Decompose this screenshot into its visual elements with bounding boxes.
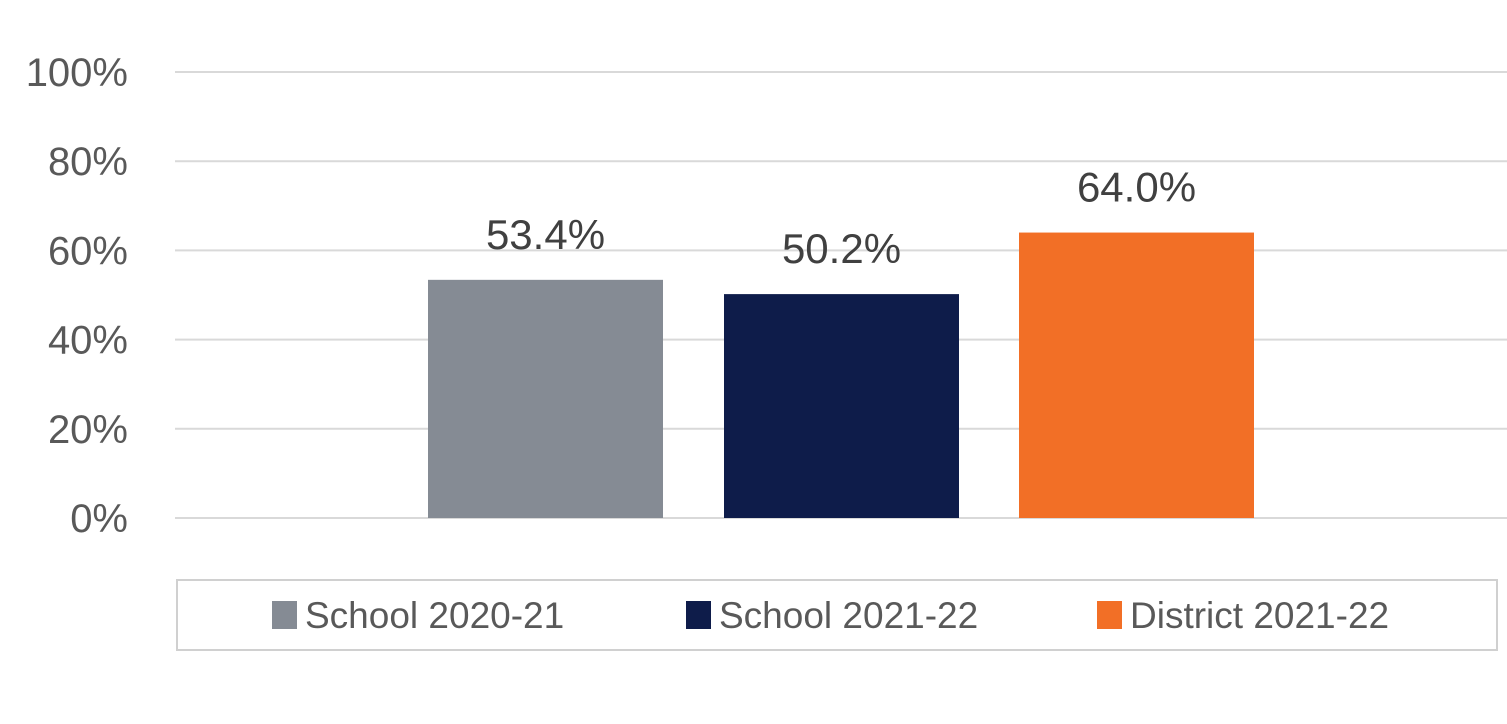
legend-swatch [1097,601,1122,629]
y-tick-label: 100% [26,51,128,95]
y-tick-label: 40% [48,319,128,363]
y-tick-label: 80% [48,140,128,184]
data-label: 53.4% [486,211,605,258]
legend-label: School 2021-22 [719,595,978,636]
bar-school-2020-21 [428,279,663,518]
legend-swatch [272,601,297,629]
data-label: 64.0% [1077,164,1196,211]
legend-box [176,579,1498,651]
legend-swatch [686,601,711,629]
y-tick-label: 20% [48,408,128,452]
y-tick-label: 60% [48,229,128,273]
data-label: 50.2% [782,225,901,272]
legend-label: School 2020-21 [305,595,564,636]
y-tick-label: 0% [70,497,128,541]
bar-district-2021-22 [1019,232,1254,518]
legend-label: District 2021-22 [1130,595,1389,636]
bar-school-2021-22 [724,294,959,518]
